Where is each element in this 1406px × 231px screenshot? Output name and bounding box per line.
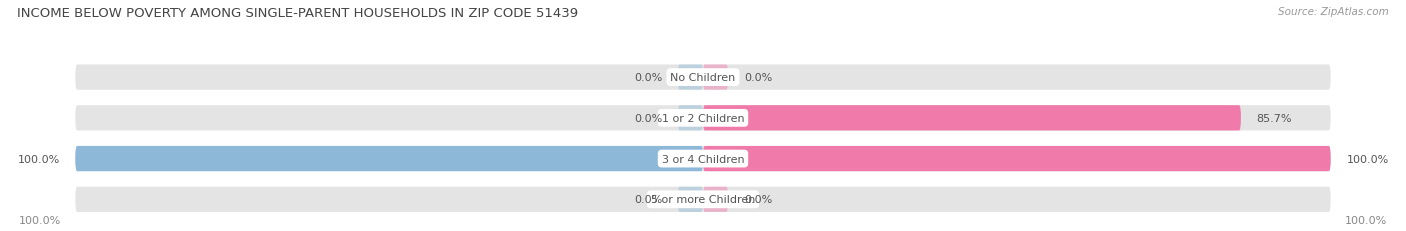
Text: 100.0%: 100.0% [1347,154,1389,164]
Text: 100.0%: 100.0% [17,154,59,164]
FancyBboxPatch shape [703,146,1330,171]
Text: 0.0%: 0.0% [744,195,772,204]
Text: 3 or 4 Children: 3 or 4 Children [662,154,744,164]
FancyBboxPatch shape [703,65,728,90]
FancyBboxPatch shape [76,146,703,171]
FancyBboxPatch shape [76,65,1330,90]
FancyBboxPatch shape [76,146,1330,171]
Text: 0.0%: 0.0% [634,73,662,83]
Text: 100.0%: 100.0% [18,215,60,225]
Text: 0.0%: 0.0% [744,73,772,83]
Text: 0.0%: 0.0% [634,113,662,123]
Text: No Children: No Children [671,73,735,83]
Text: 85.7%: 85.7% [1257,113,1292,123]
Text: 1 or 2 Children: 1 or 2 Children [662,113,744,123]
FancyBboxPatch shape [703,187,728,212]
FancyBboxPatch shape [76,187,1330,212]
Text: Source: ZipAtlas.com: Source: ZipAtlas.com [1278,7,1389,17]
Text: 100.0%: 100.0% [1346,215,1388,225]
FancyBboxPatch shape [678,187,703,212]
FancyBboxPatch shape [678,65,703,90]
FancyBboxPatch shape [678,106,703,131]
FancyBboxPatch shape [703,106,1241,131]
Text: 5 or more Children: 5 or more Children [651,195,755,204]
FancyBboxPatch shape [76,106,1330,131]
Text: INCOME BELOW POVERTY AMONG SINGLE-PARENT HOUSEHOLDS IN ZIP CODE 51439: INCOME BELOW POVERTY AMONG SINGLE-PARENT… [17,7,578,20]
Text: 0.0%: 0.0% [634,195,662,204]
